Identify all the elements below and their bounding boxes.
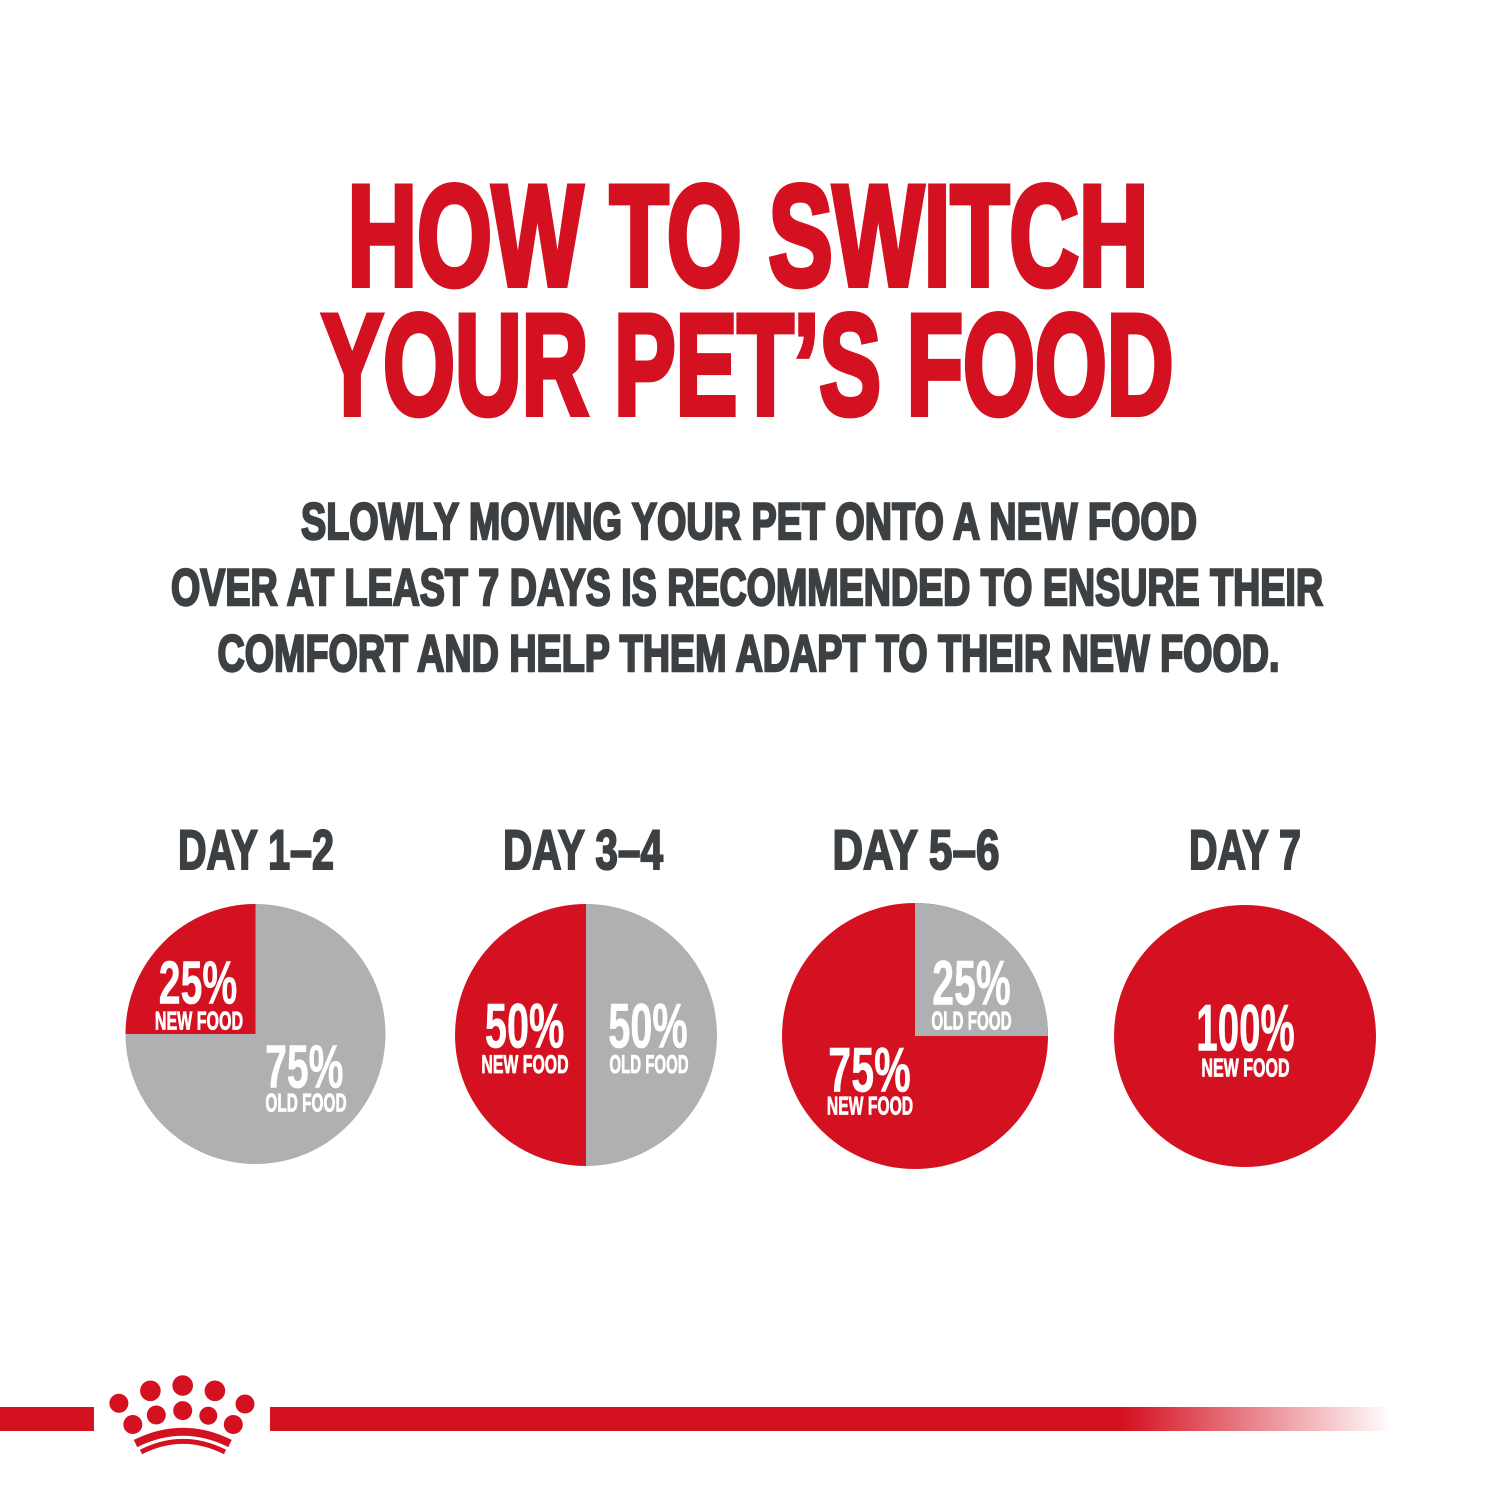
svg-text:YOUR PET’S FOOD: YOUR PET’S FOOD [322, 285, 1174, 445]
svg-text:OLD FOOD: OLD FOOD [265, 1090, 346, 1118]
svg-text:75%: 75% [828, 1036, 910, 1106]
svg-text:NEW FOOD: NEW FOOD [155, 1008, 243, 1036]
svg-text:100%: 100% [1196, 991, 1294, 1065]
svg-text:50%: 50% [608, 992, 687, 1062]
svg-text:DAY 1–2: DAY 1–2 [178, 818, 334, 881]
svg-text:HOW TO SWITCH: HOW TO SWITCH [348, 156, 1149, 316]
svg-text:SLOWLY MOVING YOUR PET ONTO A: SLOWLY MOVING YOUR PET ONTO A NEW FOOD [301, 492, 1197, 550]
svg-text:DAY 5–6: DAY 5–6 [833, 818, 1000, 881]
svg-text:OLD FOOD: OLD FOOD [609, 1051, 688, 1079]
svg-text:OVER AT LEAST 7 DAYS IS RECOMM: OVER AT LEAST 7 DAYS IS RECOMMENDED TO E… [171, 558, 1323, 616]
svg-text:DAY 7: DAY 7 [1189, 818, 1301, 881]
svg-text:NEW FOOD: NEW FOOD [481, 1051, 568, 1079]
svg-text:25%: 25% [932, 949, 1010, 1019]
svg-text:COMFORT AND HELP THEM ADAPT TO: COMFORT AND HELP THEM ADAPT TO THEIR NEW… [218, 624, 1280, 682]
svg-text:50%: 50% [485, 992, 564, 1062]
svg-text:NEW FOOD: NEW FOOD [827, 1093, 913, 1121]
svg-text:DAY 3–4: DAY 3–4 [503, 818, 663, 881]
svg-text:75%: 75% [265, 1033, 343, 1101]
svg-text:25%: 25% [159, 949, 237, 1017]
svg-text:NEW FOOD: NEW FOOD [1201, 1055, 1289, 1083]
svg-text:OLD FOOD: OLD FOOD [931, 1008, 1011, 1036]
